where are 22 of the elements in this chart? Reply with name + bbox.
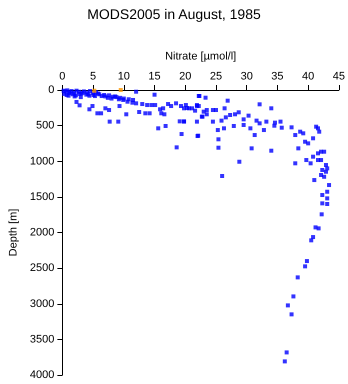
y-tick-label: 3000 [30,298,54,310]
x-tick-label: 35 [271,70,284,82]
x-tick-label: 5 [90,70,96,82]
y-tick-label: 4000 [30,369,54,381]
x-tick-label: 10 [118,70,130,82]
chart-title: MODS2005 in August, 1985 [87,6,261,22]
y-tick-label: 3500 [30,333,54,346]
x-axis-title: Nitrate [µmol/l] [165,50,236,62]
x-tick-label: 0 [59,70,66,82]
x-tick-label: 30 [240,70,253,82]
y-tick-label: 0 [48,84,54,96]
y-axis-title: Depth [m] [8,208,20,256]
y-tick-label: 500 [36,120,54,132]
x-tick-label: 45 [332,70,346,82]
x-tick-label: 15 [148,70,161,82]
y-tick-label: 1000 [30,155,54,168]
y-tick-label: 1500 [30,190,54,203]
x-tick-label: 20 [179,70,192,82]
y-tick-label: 2000 [30,226,54,238]
x-tick-label: 40 [302,70,314,82]
x-tick-label: 25 [210,70,222,82]
y-tick-label: 2500 [30,262,54,274]
